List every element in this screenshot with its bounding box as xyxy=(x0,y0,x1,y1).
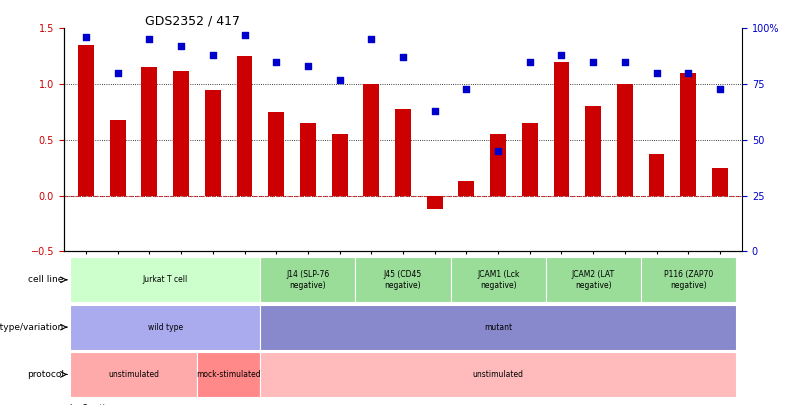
Point xyxy=(650,70,663,76)
FancyBboxPatch shape xyxy=(641,257,736,302)
Bar xyxy=(236,56,252,196)
Bar xyxy=(522,123,538,196)
Text: mock-stimulated: mock-stimulated xyxy=(196,370,261,379)
Text: Jurkat T cell: Jurkat T cell xyxy=(143,275,188,284)
Text: protocol: protocol xyxy=(27,370,64,379)
Bar xyxy=(427,196,443,209)
Text: J45 (CD45
negative): J45 (CD45 negative) xyxy=(384,270,422,290)
FancyBboxPatch shape xyxy=(451,257,546,302)
Point xyxy=(681,70,694,76)
Point xyxy=(207,52,219,58)
Point xyxy=(175,43,188,49)
FancyBboxPatch shape xyxy=(546,257,641,302)
Bar xyxy=(712,168,728,196)
FancyBboxPatch shape xyxy=(197,352,260,397)
Text: wild type: wild type xyxy=(148,323,183,332)
Bar xyxy=(649,154,665,196)
FancyBboxPatch shape xyxy=(70,305,260,350)
Bar xyxy=(395,109,411,196)
Text: J14 (SLP-76
negative): J14 (SLP-76 negative) xyxy=(286,270,330,290)
Text: cell line: cell line xyxy=(29,275,64,284)
Text: genotype/variation: genotype/variation xyxy=(0,323,64,332)
Text: log2 ratio: log2 ratio xyxy=(70,404,110,405)
Bar xyxy=(332,134,347,196)
Bar xyxy=(459,181,474,196)
Text: unstimulated: unstimulated xyxy=(108,370,159,379)
FancyBboxPatch shape xyxy=(355,257,451,302)
Bar xyxy=(141,67,157,196)
Point xyxy=(618,59,631,65)
Point xyxy=(302,63,314,70)
Text: JCAM1 (Lck
negative): JCAM1 (Lck negative) xyxy=(477,270,519,290)
Bar xyxy=(554,62,570,196)
Point xyxy=(429,108,441,114)
Point xyxy=(555,52,568,58)
Text: unstimulated: unstimulated xyxy=(472,370,523,379)
Point xyxy=(238,32,251,38)
Point xyxy=(365,36,377,43)
Bar xyxy=(490,134,506,196)
Point xyxy=(80,34,93,40)
Bar xyxy=(268,112,284,196)
Bar xyxy=(110,120,125,196)
Point xyxy=(397,54,409,61)
Text: mutant: mutant xyxy=(484,323,512,332)
Point xyxy=(143,36,156,43)
Bar xyxy=(300,123,316,196)
Bar xyxy=(585,107,601,196)
FancyBboxPatch shape xyxy=(260,305,736,350)
FancyBboxPatch shape xyxy=(260,257,355,302)
FancyBboxPatch shape xyxy=(70,257,260,302)
Bar xyxy=(173,71,189,196)
Text: P116 (ZAP70
negative): P116 (ZAP70 negative) xyxy=(664,270,713,290)
Bar xyxy=(681,73,696,196)
Point xyxy=(587,59,599,65)
Point xyxy=(713,85,726,92)
FancyBboxPatch shape xyxy=(260,352,736,397)
Point xyxy=(460,85,472,92)
Bar xyxy=(617,84,633,196)
Bar xyxy=(205,90,221,196)
Point xyxy=(492,148,504,154)
Text: GDS2352 / 417: GDS2352 / 417 xyxy=(145,14,240,27)
Point xyxy=(523,59,536,65)
Bar xyxy=(363,84,379,196)
Text: JCAM2 (LAT
negative): JCAM2 (LAT negative) xyxy=(571,270,614,290)
Point xyxy=(334,77,346,83)
Point xyxy=(112,70,124,76)
Bar xyxy=(78,45,94,196)
FancyBboxPatch shape xyxy=(70,352,197,397)
Point xyxy=(270,59,282,65)
